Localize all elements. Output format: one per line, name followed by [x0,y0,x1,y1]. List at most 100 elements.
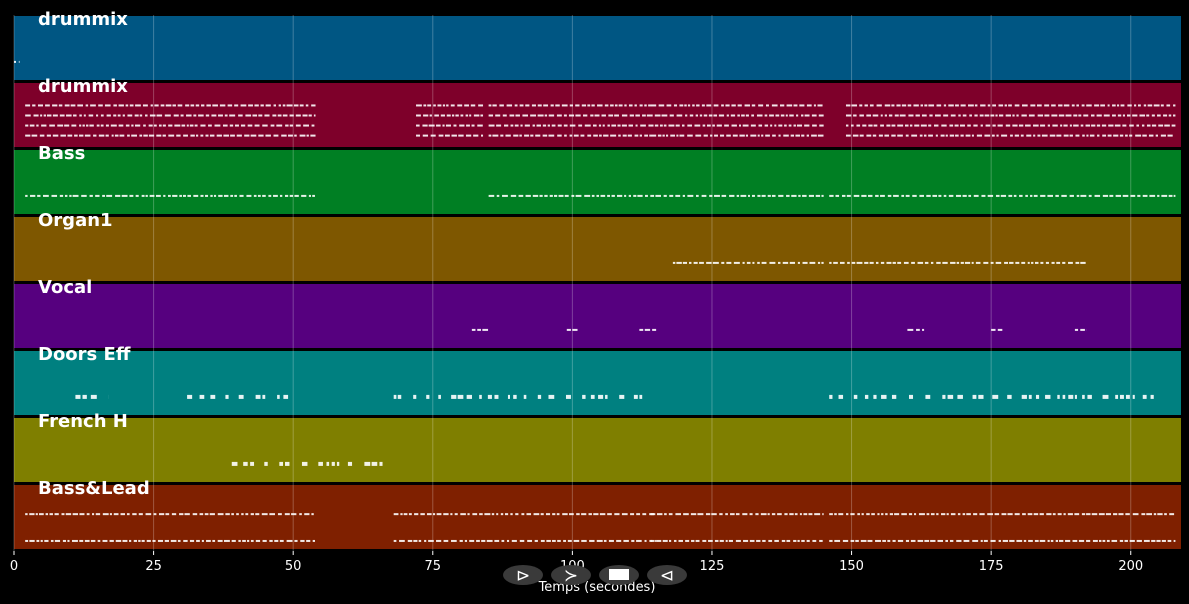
note [257,194,261,197]
note [1161,539,1166,542]
note-segment [1086,513,1176,542]
note [254,124,260,127]
note [984,134,991,137]
note [446,104,449,107]
note [536,124,541,127]
note [142,104,148,107]
note [35,513,38,516]
note [444,134,450,137]
note [633,194,637,197]
note [534,539,538,542]
note [768,539,773,542]
track-label: French H [38,411,128,432]
note [757,261,760,264]
note [260,104,264,107]
note [868,124,873,127]
note [790,134,795,137]
note [628,124,634,127]
note [488,114,494,117]
track-4 [14,284,1181,348]
note [948,104,954,107]
note [757,194,761,197]
note [1063,124,1068,127]
note [450,513,453,516]
note [209,134,215,137]
note [974,104,978,107]
note [785,114,788,117]
note [735,513,740,516]
note [974,114,978,117]
note-segment [650,104,824,137]
note [1045,394,1051,399]
note [987,513,993,516]
note [299,104,304,107]
note [25,134,31,137]
note [305,104,309,107]
note [184,513,190,516]
note [302,114,308,117]
note [120,513,126,516]
note [817,104,823,107]
note [685,539,690,542]
note [157,539,164,542]
note [908,394,914,399]
note [229,124,234,127]
note [82,394,87,399]
note [866,134,872,137]
stop-button[interactable] [599,565,639,585]
note-segment [471,328,489,331]
note [535,134,541,137]
note [1167,134,1173,137]
note [639,394,643,399]
play-button[interactable]: ⊳ [503,565,543,586]
note [416,114,421,117]
note [1103,114,1110,117]
note [18,60,20,63]
note [311,124,315,127]
note [1153,513,1157,516]
note [926,513,930,516]
note [1050,539,1054,542]
note [557,134,562,137]
note [170,539,177,542]
note-segment [566,328,578,331]
note [84,134,91,137]
note [639,328,644,331]
note [236,134,242,137]
note [532,124,535,127]
note [283,394,289,399]
note [282,104,286,107]
note [829,261,832,264]
note [910,539,916,542]
note [851,124,854,127]
note [31,134,38,137]
note [594,114,600,117]
note [802,261,808,264]
note [537,104,542,107]
note [682,261,688,264]
note [127,114,133,117]
note [581,513,587,516]
note [733,261,740,264]
note [250,461,255,466]
note [756,539,761,542]
note [98,134,105,137]
note [804,114,810,117]
note [943,194,947,197]
note [480,134,484,137]
note [514,104,518,107]
note [1086,104,1092,107]
note [193,194,199,197]
fast-forward-button[interactable]: ≻ [551,565,591,586]
note [252,114,258,117]
rewind-button[interactable]: ⊲ [647,565,687,586]
note [969,114,972,117]
note [878,134,883,137]
note [924,104,928,107]
note [1107,104,1110,107]
note [561,104,568,107]
note [1000,194,1007,197]
note [300,539,305,542]
note [115,194,121,197]
note [603,539,607,542]
